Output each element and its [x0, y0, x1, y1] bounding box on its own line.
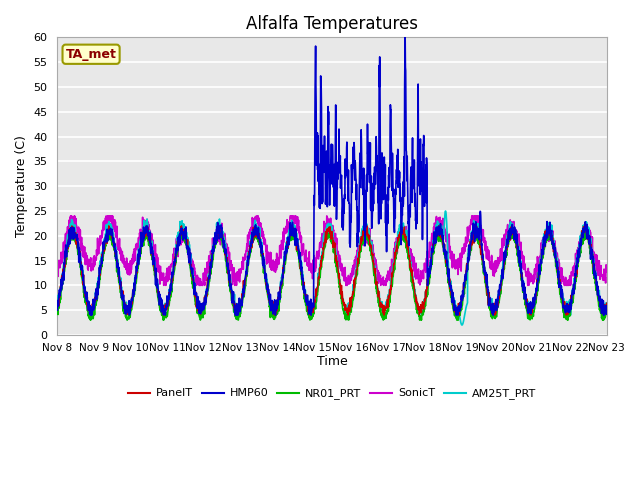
Text: TA_met: TA_met	[66, 48, 116, 61]
Y-axis label: Temperature (C): Temperature (C)	[15, 135, 28, 237]
Legend: PanelT, HMP60, NR01_PRT, SonicT, AM25T_PRT: PanelT, HMP60, NR01_PRT, SonicT, AM25T_P…	[124, 384, 540, 404]
Title: Alfalfa Temperatures: Alfalfa Temperatures	[246, 15, 418, 33]
X-axis label: Time: Time	[317, 355, 348, 368]
